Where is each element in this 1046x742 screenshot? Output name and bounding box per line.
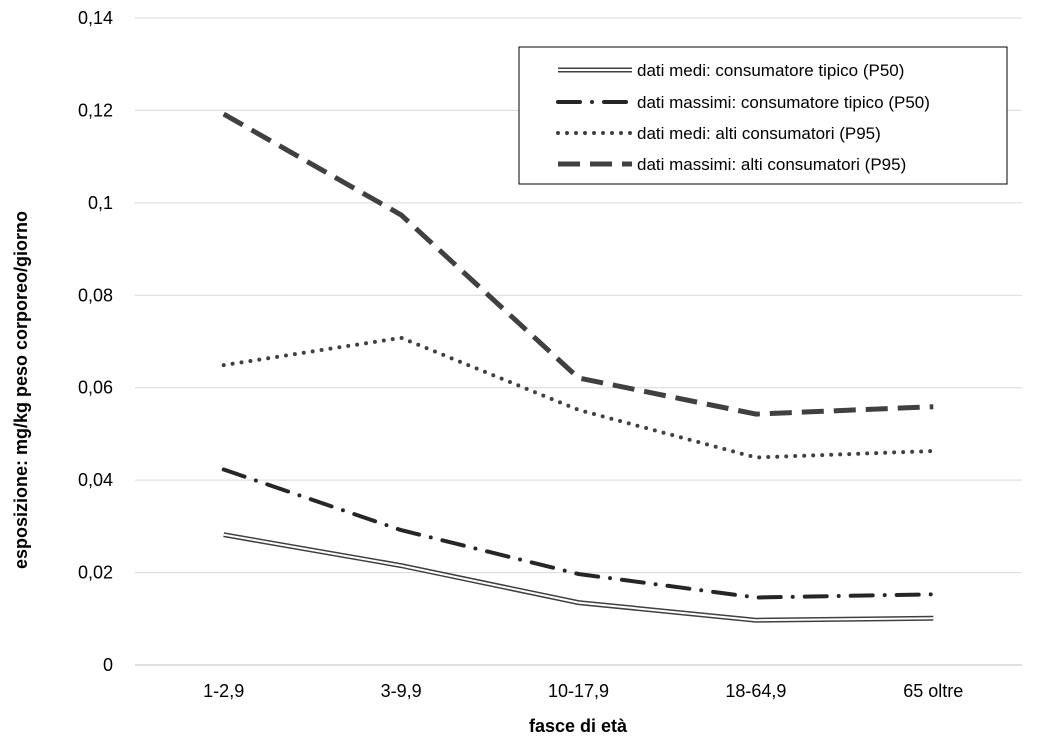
legend-label: dati medi: consumatore tipico (P50) [637,61,904,80]
series-line-3 [221,335,936,460]
y-tick-label: 0,06 [78,378,113,398]
y-tick-label: 0,04 [78,470,113,490]
series-line-4 [222,111,934,417]
x-tick-label: 65 oltre [903,681,963,701]
y-tick-label: 0,1 [88,193,113,213]
x-axis-title: fasce di età [529,716,628,736]
y-tick-label: 0,12 [78,100,113,120]
y-axis-ticks: 0 0,02 0,04 0,06 0,08 0,1 0,12 0,14 [78,8,113,675]
x-tick-label: 1-2,9 [203,681,244,701]
gridlines [135,17,1022,666]
legend: dati medi: consumatore tipico (P50) dati … [518,46,1008,185]
y-tick-label: 0,08 [78,285,113,305]
y-tick-label: 0 [103,655,113,675]
x-tick-label: 3-9,9 [381,681,422,701]
series-lines [221,111,936,623]
y-tick-label: 0,02 [78,563,113,583]
x-axis-ticks: 1-2,9 3-9,9 10-17,9 18-64,9 65 oltre [203,681,963,701]
legend-label: dati medi: alti consumatori (P95) [637,124,881,143]
series-line-2 [221,467,936,600]
series-line-1 [223,532,934,623]
legend-label: dati massimi: consumatore tipico (P50) [637,93,930,112]
y-tick-label: 0,14 [78,8,113,28]
series-line-1-inner [223,533,934,622]
x-tick-label: 10-17,9 [548,681,609,701]
y-axis-title: esposizione: mg/kg peso corporeo/giorno [11,211,31,569]
x-tick-label: 18-64,9 [725,681,786,701]
legend-label: dati massimi: alti consumatori (P95) [637,155,906,174]
